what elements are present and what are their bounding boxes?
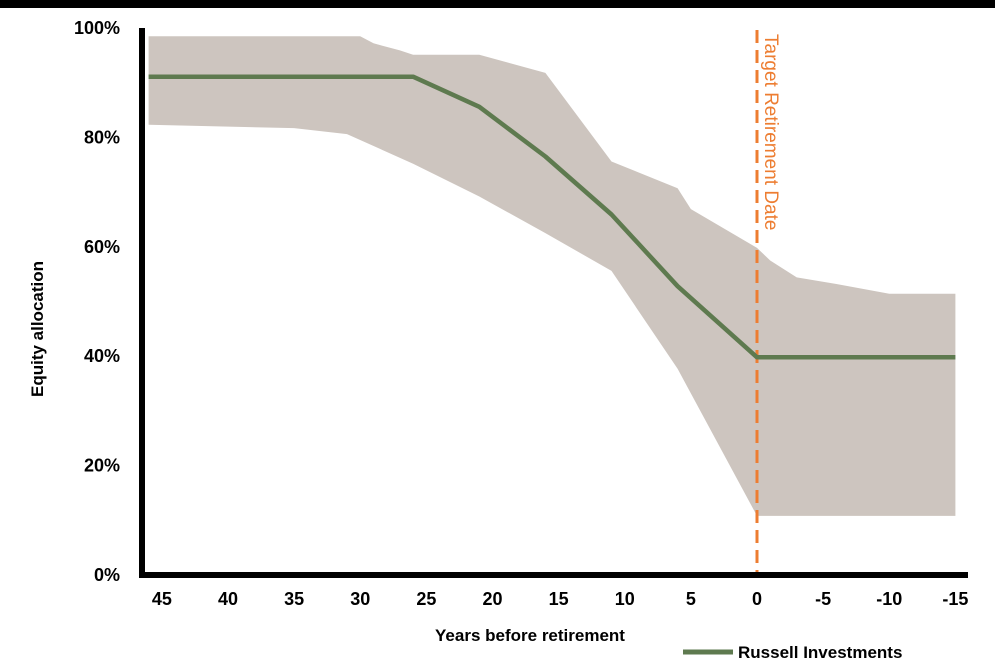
y-tick-label: 80% [84, 127, 120, 147]
top-border [0, 0, 995, 8]
legend: Russell Investments [683, 643, 902, 662]
plot-area: Target Retirement Date 0% 20% 40% 60% 80% 100%… [74, 18, 968, 609]
range-band [148, 36, 956, 516]
x-tick-label: -5 [815, 589, 831, 609]
legend-label-russell-investments: Russell Investments [738, 643, 902, 662]
y-tick-label: 0% [94, 565, 120, 585]
x-tick-label: 30 [350, 589, 370, 609]
y-tick-label: 40% [84, 346, 120, 366]
x-tick-label: 0 [752, 589, 762, 609]
y-tick-label: 20% [84, 456, 120, 476]
x-tick-label: 25 [416, 589, 436, 609]
x-axis-title: Years before retirement [435, 626, 625, 645]
y-axis-title: Equity allocation [28, 261, 47, 397]
x-tick-label: 35 [284, 589, 304, 609]
x-tick-label: 40 [218, 589, 238, 609]
x-tick-label: 15 [549, 589, 569, 609]
target-retirement-label: Target Retirement Date [760, 34, 781, 230]
y-tick-label: 60% [84, 237, 120, 257]
x-tick-label: 5 [686, 589, 696, 609]
x-tick-label: 45 [152, 589, 172, 609]
y-tick-label: 100% [74, 18, 120, 38]
x-tick-label: 20 [482, 589, 502, 609]
x-tick-label: -10 [876, 589, 902, 609]
x-tick-label: 10 [615, 589, 635, 609]
series-line-0 [148, 74, 956, 360]
x-tick-label: -15 [942, 589, 968, 609]
